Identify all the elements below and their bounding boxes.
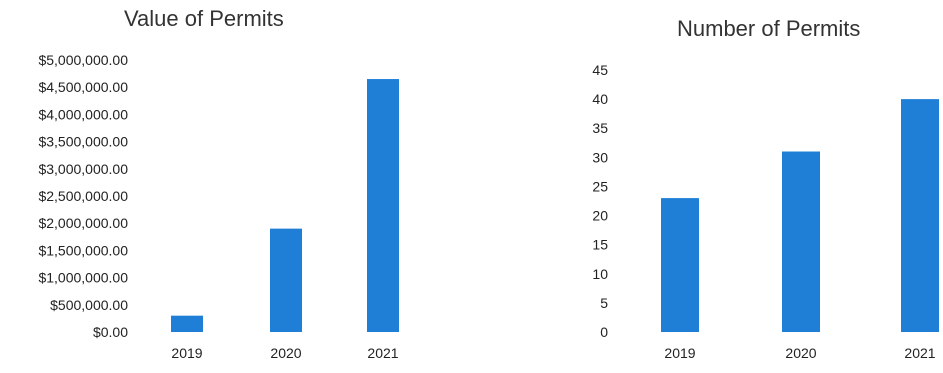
value-x-tick-label: 2021 [367, 345, 398, 361]
count-x-tick-label: 2021 [904, 345, 935, 361]
count-y-tick-label: 10 [592, 266, 608, 282]
value-y-tick-label: $3,000,000.00 [38, 161, 128, 177]
value-y-tick-label: $5,000,000.00 [38, 52, 128, 68]
count-bar-2020 [782, 151, 820, 332]
count-y-tick-label: 40 [592, 91, 608, 107]
value-y-tick-label: $1,000,000.00 [38, 270, 128, 286]
value-bar-2019 [171, 315, 203, 332]
count-bar-2019 [661, 198, 699, 332]
value-y-tick-label: $0.00 [93, 324, 128, 340]
count-y-tick-label: 0 [600, 324, 608, 340]
value-x-tick-label: 2020 [270, 345, 301, 361]
count-bar-2021 [901, 99, 939, 332]
count-y-tick-label: 45 [592, 62, 608, 78]
value-y-tick-label: $4,000,000.00 [38, 106, 128, 122]
count-y-tick-label: 35 [592, 120, 608, 136]
chart-title-number-of-permits: Number of Permits [677, 16, 861, 41]
chart-title-value-of-permits: Value of Permits [124, 6, 284, 31]
count-y-tick-label: 25 [592, 178, 608, 194]
value-y-tick-label: $3,500,000.00 [38, 134, 128, 150]
value-y-tick-label: $2,500,000.00 [38, 188, 128, 204]
value-y-tick-label: $2,000,000.00 [38, 215, 128, 231]
count-y-tick-label: 20 [592, 208, 608, 224]
value-bar-2020 [270, 228, 302, 332]
value-y-tick-label: $4,500,000.00 [38, 79, 128, 95]
value-bar-2021 [367, 79, 399, 332]
count-y-tick-label: 30 [592, 149, 608, 165]
count-y-tick-label: 5 [600, 295, 608, 311]
count-x-tick-label: 2020 [785, 345, 816, 361]
value-y-tick-label: $1,500,000.00 [38, 242, 128, 258]
count-y-tick-label: 15 [592, 237, 608, 253]
value-y-tick-label: $500,000.00 [50, 297, 128, 313]
count-x-tick-label: 2019 [664, 345, 695, 361]
value-x-tick-label: 2019 [171, 345, 202, 361]
